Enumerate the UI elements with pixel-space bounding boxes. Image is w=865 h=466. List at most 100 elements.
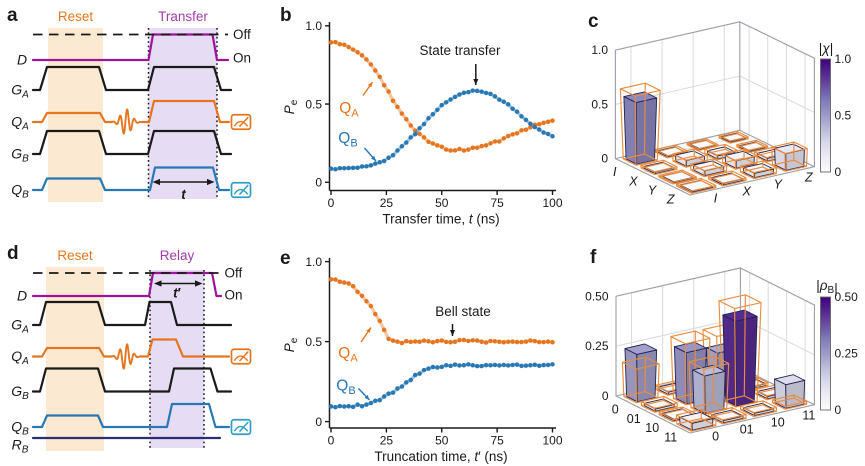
time-arrow-head-left	[152, 178, 160, 186]
data-point-QB	[368, 163, 374, 168]
data-point-QA	[359, 53, 365, 58]
data-point-QB	[355, 402, 360, 407]
text-part: I	[613, 165, 617, 179]
pulse-squiggle-QA	[110, 343, 141, 370]
row-label-GA: GA	[11, 317, 29, 336]
text-part: Y	[648, 183, 658, 197]
relay-band	[150, 270, 204, 448]
text-part: 0	[601, 152, 608, 166]
data-point-QA	[386, 336, 391, 342]
text-part: 0.5	[835, 109, 852, 123]
data-point-QA	[501, 136, 507, 141]
text-part: 10	[771, 415, 785, 429]
target-wireframe	[771, 141, 808, 172]
row-label-QA: QA	[11, 114, 29, 133]
text-part: Transfer	[158, 9, 208, 24]
target-wireframe	[739, 160, 778, 180]
data-point-QA	[466, 147, 471, 152]
text-part: On	[233, 51, 251, 66]
data-point-QB	[501, 99, 507, 104]
data-point-QA	[443, 147, 449, 152]
text-part: G	[11, 82, 22, 98]
text-part: Q	[338, 345, 350, 362]
data-point-QB	[483, 362, 489, 368]
signal-row-GB: GB	[11, 129, 233, 165]
row-tick-label-I: I	[613, 165, 617, 179]
data-point-QA	[510, 339, 515, 344]
cell-0-0	[621, 343, 660, 404]
text-part: 0.5	[305, 335, 322, 349]
row-label-D: D	[17, 288, 27, 304]
data-point-QA	[519, 339, 524, 345]
data-point-QA	[474, 145, 480, 150]
waveform-QA	[31, 346, 114, 358]
data-point-QA	[550, 118, 555, 123]
data-point-QA	[536, 339, 542, 345]
time-arrow-label-d: t′	[173, 286, 181, 301]
fit-line-QB	[329, 362, 555, 409]
meter-icon-QB	[230, 418, 252, 436]
data-point-QB	[519, 363, 524, 369]
data-point-QB	[337, 403, 343, 409]
target-wireframe	[689, 158, 728, 178]
data-point-QA	[333, 277, 338, 282]
data-point-QA	[430, 141, 436, 146]
data-point-QB	[550, 362, 555, 367]
data-point-QB	[359, 403, 365, 409]
waveform-QA	[31, 111, 114, 124]
data-point-QB	[412, 372, 418, 378]
data-point-QB	[510, 106, 515, 111]
data-point-QA	[421, 135, 427, 140]
data-point-QA	[466, 338, 471, 344]
data-point-QA	[386, 89, 391, 94]
data-point-QB	[435, 365, 440, 370]
data-point-QB	[333, 167, 338, 172]
text-part: Z	[666, 192, 675, 206]
text-part: B	[22, 154, 29, 165]
data-point-QB	[359, 164, 365, 169]
data-point-QA	[364, 57, 369, 62]
annotation-arrow-head-b	[473, 79, 479, 85]
data-point-QB	[492, 94, 498, 99]
text-part: e	[280, 248, 291, 269]
row-label-QB: QB	[11, 419, 29, 438]
floor-front-edge	[615, 395, 815, 434]
waveform-GA	[31, 65, 233, 92]
data-point-QB	[342, 165, 347, 171]
data-point-QA	[479, 143, 484, 149]
bar-front-face	[635, 97, 658, 165]
data-point-QB	[439, 364, 444, 370]
signal-row-QA: QA	[11, 99, 252, 135]
text-part: 0	[315, 415, 322, 429]
data-point-QB	[536, 127, 542, 132]
waveform-QB	[31, 166, 231, 192]
waveform-QB	[31, 402, 231, 429]
text-part: Z	[804, 170, 813, 184]
text-part: 25	[380, 434, 394, 448]
data-point-QB	[337, 165, 343, 171]
annotation-b: State transfer	[419, 43, 501, 58]
text-part: 0.5	[591, 97, 608, 111]
data-point-QA	[421, 338, 427, 343]
data-point-QB	[333, 404, 338, 410]
z-tick-label: 0.25	[585, 339, 609, 353]
text-part: 11	[664, 430, 677, 444]
text-part: 25	[380, 196, 394, 210]
text-part: Q	[339, 100, 351, 117]
annotation-e: Bell state	[435, 304, 491, 319]
cell-Z-X	[707, 170, 747, 187]
text-part: A	[21, 325, 29, 336]
data-point-QA	[377, 318, 382, 324]
text-part: 50	[435, 196, 449, 210]
text-part: χ	[821, 41, 830, 56]
data-point-QA	[505, 133, 511, 139]
data-point-QB	[395, 386, 400, 391]
dots-QB	[328, 88, 555, 172]
text-part: A	[21, 122, 29, 133]
data-point-QA	[377, 74, 382, 80]
data-point-QA	[488, 338, 493, 344]
colorbar-tick-label: 0	[835, 165, 842, 179]
text-part: 1.0	[835, 52, 852, 66]
